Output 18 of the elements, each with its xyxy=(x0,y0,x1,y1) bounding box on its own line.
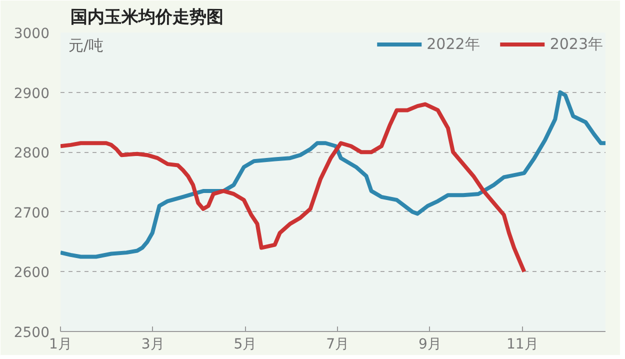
x-tick-label: 9月 xyxy=(418,336,442,352)
x-tick-label: 7月 xyxy=(326,336,350,352)
y-tick-label: 2800 xyxy=(14,146,50,162)
x-tick-label: 1月 xyxy=(49,336,72,352)
x-tick-label: 3月 xyxy=(141,336,164,352)
y-tick-label: 2700 xyxy=(14,205,50,222)
y-tick-label: 2500 xyxy=(14,325,50,341)
y-axis-title: 元/吨 xyxy=(68,36,104,54)
y-tick-label: 2600 xyxy=(14,265,50,282)
x-tick-label: 5月 xyxy=(234,336,257,352)
legend-label: 2023年 xyxy=(550,34,603,54)
x-tick-label: 11月 xyxy=(506,336,538,352)
y-tick-label: 2900 xyxy=(14,86,50,102)
line-series xyxy=(60,102,526,274)
line-series xyxy=(60,90,606,259)
legend-label: 2022年 xyxy=(426,34,480,54)
y-tick-label: 3000 xyxy=(14,26,50,42)
chart-title: 国内玉米均价走势图 xyxy=(70,8,224,28)
